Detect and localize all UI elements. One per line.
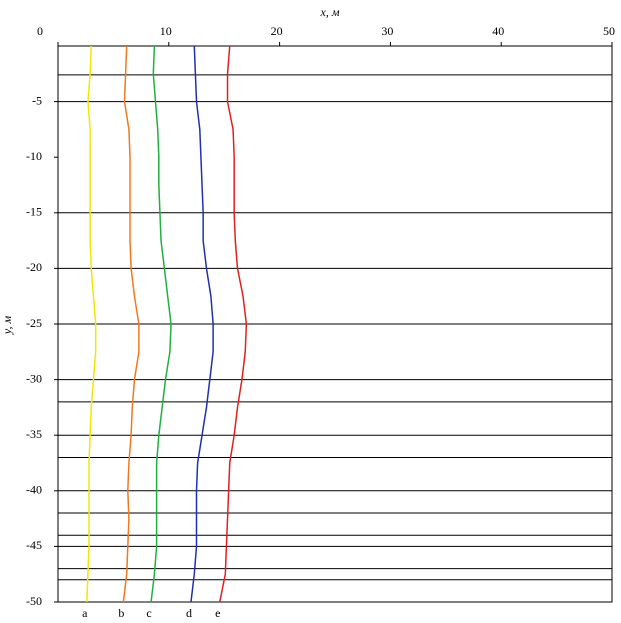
y-tick-label: -45	[26, 538, 42, 552]
x-tick-label: 20	[271, 24, 283, 38]
y-axis-label: y, м	[0, 316, 14, 336]
y-tick-label: -40	[26, 483, 42, 497]
series-line	[150, 45, 172, 603]
x-tick-label: 0	[37, 24, 43, 38]
y-tick-label: -35	[26, 427, 42, 441]
x-tick-label: 30	[381, 24, 393, 38]
y-tick-label: -25	[26, 316, 42, 330]
y-tick-label: -15	[26, 205, 42, 219]
series-line	[122, 45, 140, 603]
series-label: e	[215, 606, 220, 620]
x-axis-label: x, м	[320, 5, 340, 19]
y-tick-label: -50	[26, 594, 42, 608]
x-tick-label: 10	[160, 24, 172, 38]
x-tick-label: 40	[492, 24, 504, 38]
y-tick-label: -30	[26, 371, 42, 385]
series-label: c	[146, 606, 151, 620]
series-label: d	[186, 606, 192, 620]
series-line	[219, 45, 248, 603]
x-tick-label: 50	[603, 24, 615, 38]
y-tick-label: -5	[32, 93, 42, 107]
series-label: b	[118, 606, 124, 620]
series-label: a	[82, 606, 88, 620]
y-tick-label: -10	[26, 149, 42, 163]
series-line	[86, 45, 97, 603]
series-line	[190, 45, 214, 603]
y-tick-label: -20	[26, 260, 42, 274]
